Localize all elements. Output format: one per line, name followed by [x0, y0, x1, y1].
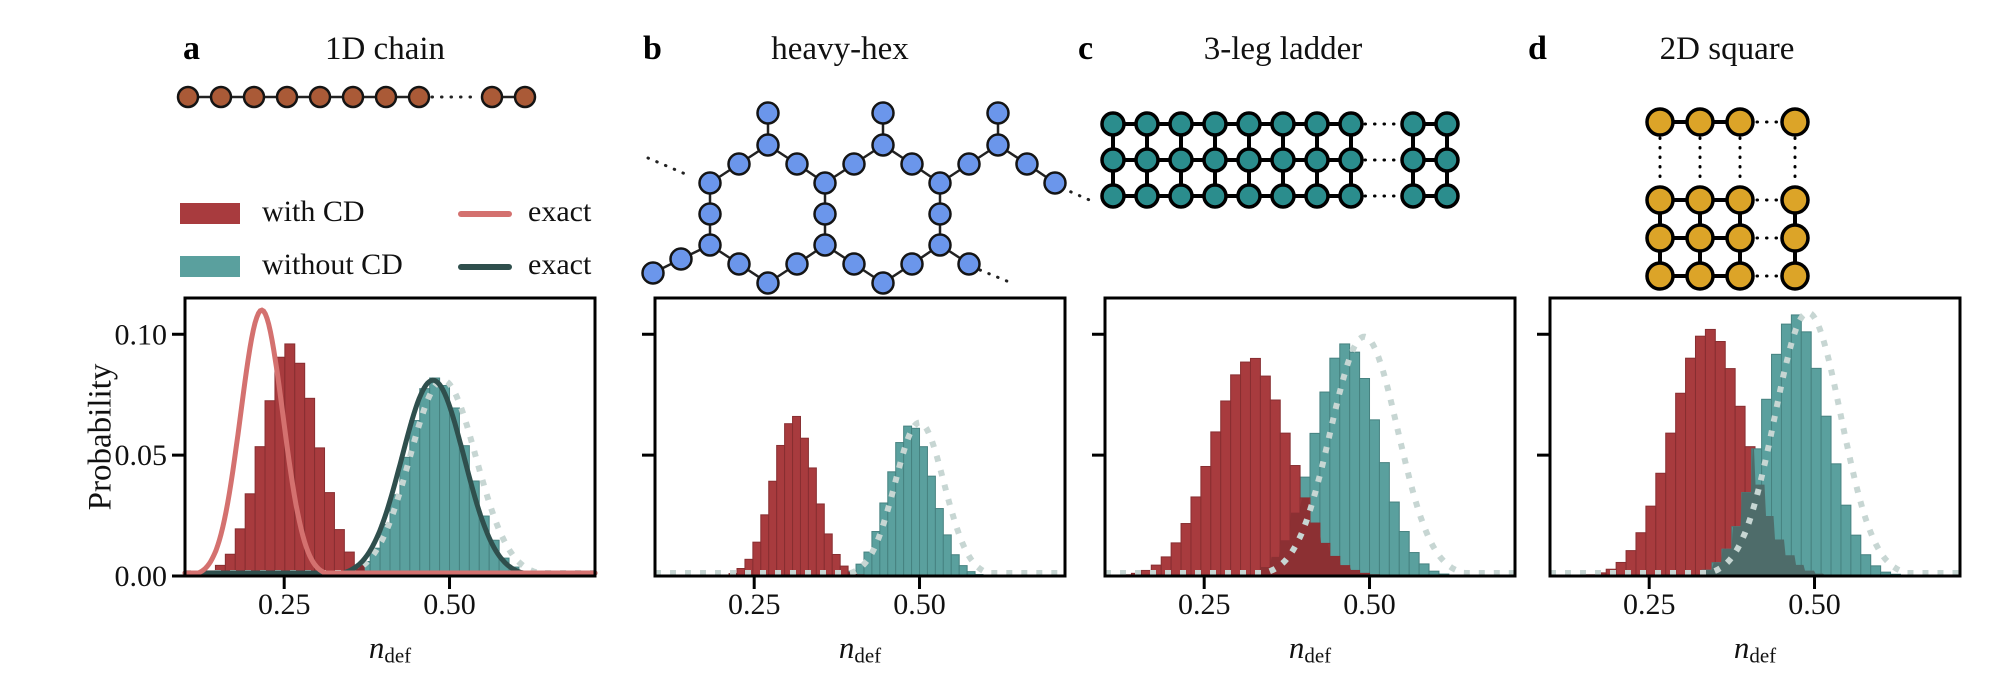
svg-text:0.50: 0.50	[893, 588, 946, 621]
lattice-3-leg-ladder	[1100, 111, 1460, 209]
svg-text:0.25: 0.25	[728, 588, 781, 621]
svg-text:0.25: 0.25	[1623, 588, 1676, 621]
panel-d-letter: d	[1528, 30, 1547, 67]
x-axis-label-b: ndef	[838, 630, 882, 668]
plot-1d-chain: 0.25 0.50 0.00 0.05 0.10	[115, 296, 598, 621]
x-axis-label-c: ndef	[1288, 630, 1332, 668]
panel-c-title: 3-leg ladder	[1203, 31, 1363, 67]
legend-label-without-cd: without CD	[262, 248, 403, 281]
legend-swatch-exact-red	[458, 211, 512, 217]
lattice-1d-chain	[176, 85, 537, 109]
svg-text:0.50: 0.50	[1343, 588, 1396, 621]
lattice-2d-square	[1645, 107, 1810, 291]
x-axis-label-a: ndef	[368, 630, 412, 668]
legend-label-exact-teal: exact	[528, 248, 592, 281]
plot-heavy-hex: 0.25 0.50	[642, 296, 1067, 621]
panel-d-title: 2D square	[1659, 31, 1795, 67]
svg-text:0.05: 0.05	[115, 439, 168, 472]
svg-text:0.00: 0.00	[115, 560, 168, 593]
plot-3-leg-ladder: 0.25 0.50	[1092, 296, 1517, 621]
legend-swatch-with-cd	[180, 203, 240, 224]
panel-c-letter: c	[1078, 30, 1094, 67]
panel-b-letter: b	[643, 30, 662, 67]
svg-text:0.25: 0.25	[1178, 588, 1231, 621]
legend-swatch-exact-teal	[458, 264, 512, 270]
svg-text:0.25: 0.25	[258, 588, 311, 621]
lattice-heavy-hex	[641, 101, 1096, 295]
plot-2d-square: 0.25 0.50	[1537, 296, 1962, 621]
svg-text:0.50: 0.50	[1788, 588, 1841, 621]
svg-text:0.10: 0.10	[115, 318, 168, 351]
x-axis-label-d: ndef	[1733, 630, 1777, 668]
legend-label-exact-red: exact	[528, 195, 592, 228]
legend-label-with-cd: with CD	[262, 195, 365, 228]
panel-b-title: heavy-hex	[771, 31, 909, 67]
panel-a-title: 1D chain	[324, 31, 446, 67]
panel-a-letter: a	[183, 30, 200, 67]
svg-text:0.50: 0.50	[423, 588, 476, 621]
legend-swatch-without-cd	[180, 256, 240, 277]
